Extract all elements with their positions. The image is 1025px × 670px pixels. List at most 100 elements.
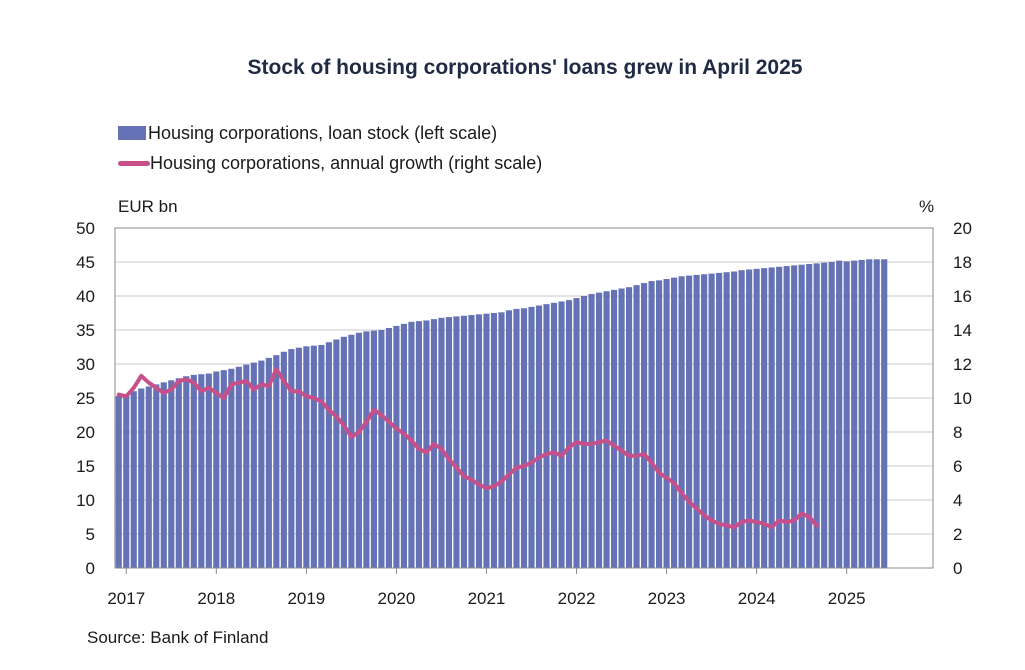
loan-stock-bar	[153, 384, 160, 568]
left-tick-label: 45	[76, 253, 95, 272]
loan-stock-bar	[288, 349, 295, 568]
loan-stock-bar	[228, 368, 235, 568]
loan-stock-bar	[791, 265, 798, 568]
loan-stock-bar	[235, 366, 242, 568]
loan-stock-bar	[498, 312, 505, 568]
loan-stock-bar	[318, 344, 325, 568]
loan-stock-bars	[115, 259, 888, 568]
loan-stock-bar	[220, 370, 227, 568]
loan-stock-bar	[520, 308, 528, 568]
x-tick-label: 2021	[468, 589, 506, 608]
left-axis-unit: EUR bn	[118, 197, 178, 216]
loan-stock-bar	[453, 316, 460, 568]
loan-stock-bar	[355, 332, 362, 568]
x-tick-label: 2023	[648, 589, 686, 608]
loan-stock-bar	[123, 393, 130, 568]
loan-stock-bar	[168, 380, 175, 568]
loan-stock-bar	[400, 323, 408, 568]
loan-stock-bar	[130, 391, 137, 568]
loan-stock-bar	[445, 317, 453, 568]
loan-stock-bar	[753, 268, 760, 568]
legend-item-loan-stock: Housing corporations, loan stock (left s…	[118, 118, 542, 148]
loan-stock-bar	[415, 321, 423, 568]
loan-stock-bar	[333, 339, 340, 568]
loan-stock-bar	[881, 259, 888, 568]
loan-stock-bar	[851, 260, 858, 568]
legend-item-annual-growth: Housing corporations, annual growth (rig…	[118, 148, 542, 178]
loan-stock-bar	[738, 270, 745, 568]
right-tick-label: 4	[953, 491, 962, 510]
loan-stock-bar	[813, 263, 820, 568]
loan-stock-bar	[573, 298, 580, 568]
loan-stock-bar	[708, 273, 715, 568]
loan-stock-bar	[273, 355, 280, 568]
loan-stock-bar	[490, 313, 498, 568]
right-tick-label: 20	[953, 219, 972, 238]
loan-stock-bar	[783, 266, 790, 568]
chart-title: Stock of housing corporations' loans gre…	[247, 56, 803, 79]
loan-stock-bar	[768, 267, 775, 568]
left-tick-label: 20	[76, 423, 95, 442]
left-tick-label: 0	[86, 559, 95, 578]
left-tick-label: 50	[76, 219, 95, 238]
loan-stock-bar	[565, 300, 573, 568]
legend-swatch-bar	[118, 126, 146, 140]
loan-stock-bar	[303, 346, 310, 568]
x-tick-label: 2017	[107, 589, 145, 608]
loan-stock-bar	[145, 386, 152, 568]
loan-stock-bar	[693, 274, 700, 568]
loan-stock-bar	[558, 301, 565, 568]
loan-stock-bar	[535, 305, 543, 568]
loan-stock-bar	[475, 314, 483, 568]
loan-stock-bar	[423, 320, 430, 568]
loan-stock-bar	[798, 264, 805, 568]
tick-labels: 0510152025303540455002468101214161820201…	[76, 219, 972, 608]
axes	[114, 227, 934, 574]
loan-stock-bar	[115, 395, 122, 568]
loan-stock-bar	[625, 287, 633, 568]
source-note: Source: Bank of Finland	[87, 628, 269, 647]
loan-stock-bar	[528, 306, 535, 568]
loan-stock-bar	[731, 271, 738, 568]
loan-stock-bar	[866, 259, 873, 568]
loan-stock-bar	[325, 342, 332, 568]
loan-stock-bar	[160, 382, 167, 568]
loan-stock-bar	[550, 302, 558, 568]
loan-stock-bar	[588, 293, 595, 568]
loan-stock-bar	[408, 321, 415, 568]
right-tick-label: 16	[953, 287, 972, 306]
loan-stock-bar	[543, 304, 550, 568]
right-tick-label: 18	[953, 253, 972, 272]
loan-stock-bar	[663, 279, 670, 568]
right-tick-label: 8	[953, 423, 962, 442]
loan-stock-bar	[183, 376, 190, 568]
loan-stock-bar	[843, 261, 850, 568]
loan-stock-bar	[348, 334, 355, 568]
legend: Housing corporations, loan stock (left s…	[118, 118, 542, 178]
loan-stock-bar	[258, 360, 265, 568]
loan-stock-bar	[610, 289, 618, 568]
legend-swatch-line	[118, 160, 150, 166]
loan-stock-bar	[213, 371, 220, 568]
loan-stock-bar	[716, 272, 723, 568]
loan-stock-bar	[483, 313, 490, 568]
loan-stock-bar	[648, 281, 655, 568]
loan-stock-bar	[205, 373, 212, 568]
right-axis-unit: %	[919, 197, 935, 216]
loan-stock-bar	[701, 274, 708, 568]
loan-stock-bar	[460, 315, 468, 568]
loan-stock-bar	[873, 259, 880, 568]
x-tick-label: 2019	[287, 589, 325, 608]
left-tick-label: 10	[76, 491, 95, 510]
loan-stock-bar	[761, 268, 768, 568]
loan-stock-bar	[138, 388, 145, 568]
loan-stock-bar	[378, 330, 385, 568]
loan-stock-bar	[580, 296, 588, 568]
loan-stock-bar	[363, 331, 370, 568]
x-tick-label: 2022	[558, 589, 596, 608]
loan-stock-bar	[723, 272, 730, 568]
right-tick-label: 14	[953, 321, 972, 340]
left-tick-label: 40	[76, 287, 95, 306]
loan-stock-bar	[821, 262, 828, 568]
